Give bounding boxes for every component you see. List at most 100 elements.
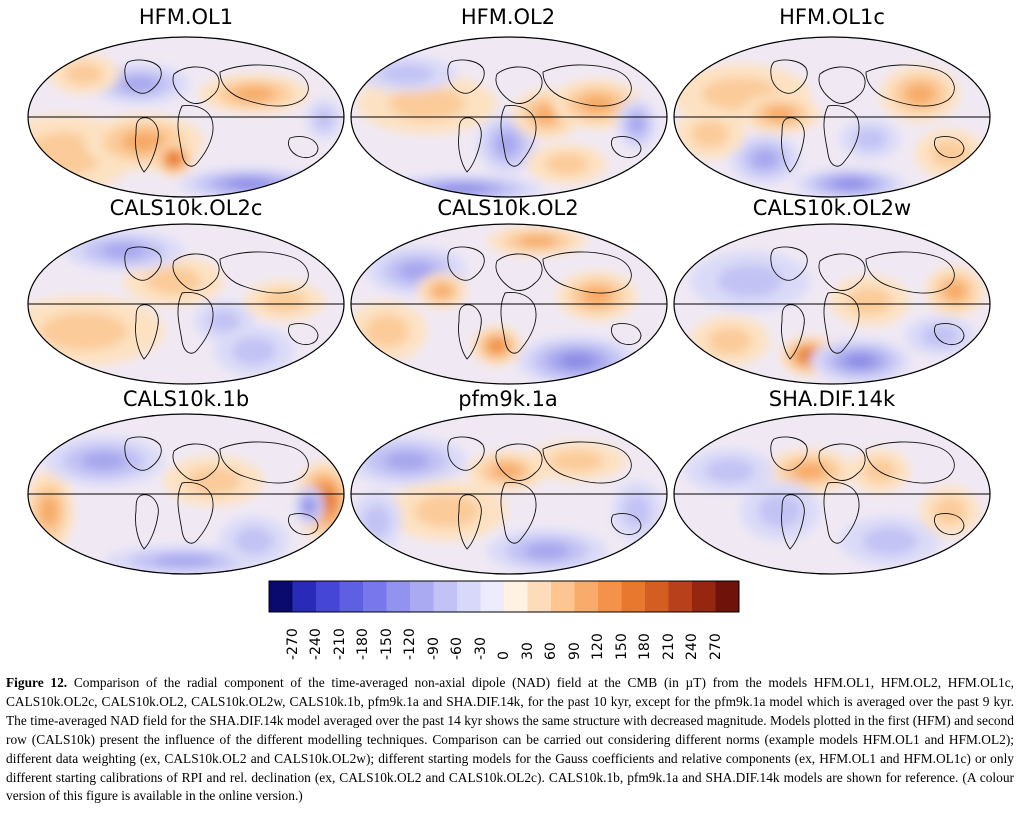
caption-text: Comparison of the radial component of th…	[6, 675, 1014, 804]
colorbar-swatch	[574, 581, 599, 612]
colorbar-swatch	[645, 581, 669, 612]
negative-field-region	[207, 310, 241, 332]
negative-field-region	[304, 500, 314, 512]
colorbar-tick-label: 240	[684, 633, 700, 660]
nad-field-map-cals10k-ol2w	[673, 223, 991, 385]
colorbar-swatch	[551, 581, 575, 612]
panel-title-cals10k-ol2: CALS10k.OL2	[437, 196, 579, 220]
panel-title-hfm-ol2: HFM.OL2	[460, 5, 556, 29]
coastline	[219, 441, 309, 484]
negative-field-region	[920, 325, 960, 347]
positive-field-region	[905, 83, 935, 105]
negative-field-region	[834, 179, 866, 189]
coastline	[447, 59, 485, 94]
negative-field-region	[717, 264, 783, 298]
positive-field-region	[943, 281, 967, 301]
positive-field-region	[39, 496, 59, 526]
negative-field-region	[629, 114, 645, 134]
positive-field-region	[708, 327, 752, 355]
positive-field-region	[432, 284, 452, 298]
coastline	[865, 251, 955, 294]
colorbar-tick-label: 150	[613, 633, 630, 660]
coastline	[287, 513, 319, 536]
coastline	[287, 323, 319, 346]
nad-field-map-sha-dif-14k	[673, 413, 991, 575]
positive-field-region	[121, 131, 167, 153]
negative-field-region	[314, 108, 334, 130]
colorbar-tick-label: -210	[331, 628, 348, 660]
colorbar-tick-label: 210	[660, 633, 677, 660]
coastline	[823, 482, 860, 544]
colorbar-swatch	[363, 581, 387, 612]
negative-field-region	[862, 527, 918, 555]
colorbar-tick-label: 180	[637, 633, 653, 660]
colorbar-tick-label: 90	[566, 642, 583, 660]
positive-field-region	[262, 290, 306, 312]
coastline	[124, 246, 162, 281]
positive-field-region	[365, 314, 409, 348]
coastline	[458, 494, 482, 550]
positive-field-region	[930, 140, 970, 168]
coastline	[219, 64, 309, 107]
colorbar-swatch	[410, 581, 434, 612]
coastline	[770, 246, 808, 281]
positive-field-region	[848, 287, 892, 315]
coastline	[135, 494, 159, 550]
coastline	[124, 59, 162, 94]
colorbar-swatch	[715, 581, 740, 612]
nad-field-map-hfm-ol2	[350, 36, 668, 198]
negative-field-region	[363, 504, 391, 538]
coastline	[818, 253, 866, 291]
positive-field-region	[580, 94, 614, 114]
colorbar-swatch	[316, 581, 340, 612]
colorbar-tick-label: -120	[402, 628, 418, 660]
coastline	[495, 66, 543, 104]
negative-field-region	[232, 337, 276, 365]
negative-field-region	[81, 451, 127, 471]
colorbar-swatches	[268, 580, 740, 613]
colorbar-tick-label: 120	[590, 633, 606, 660]
positive-field-region	[388, 87, 466, 121]
colorbar-tick-label: -270	[284, 628, 301, 660]
positive-field-region	[414, 494, 480, 528]
coastline	[933, 136, 965, 159]
positive-field-region	[582, 286, 612, 306]
negative-field-region	[439, 185, 485, 193]
colorbar-swatch	[621, 581, 646, 612]
coastline	[172, 253, 220, 291]
coastline	[172, 66, 220, 104]
panel-title-cals10k-1b: CALS10k.1b	[122, 387, 250, 411]
colorbar-swatch	[457, 581, 481, 612]
negative-field-region	[101, 243, 147, 259]
coastline	[135, 117, 159, 173]
colorbar-swatch	[480, 581, 505, 612]
map-border	[350, 223, 668, 385]
coastline	[823, 292, 860, 354]
coastline	[500, 292, 537, 354]
panel-title-cals10k-ol2c: CALS10k.OL2c	[109, 196, 263, 220]
colorbar-swatch	[598, 581, 622, 612]
negative-field-region	[524, 542, 570, 560]
negative-field-region	[379, 64, 435, 84]
positive-field-region	[690, 120, 730, 148]
positive-field-region	[40, 311, 128, 351]
coastline	[933, 323, 965, 346]
coastline	[610, 513, 642, 536]
colorbar-tick-label: 0	[496, 651, 512, 660]
colorbar-swatch	[504, 581, 528, 612]
colorbar-swatch	[433, 581, 458, 612]
map-border	[27, 413, 345, 575]
nad-field-map-cals10k-ol2c	[27, 223, 345, 385]
negative-field-region	[758, 494, 802, 528]
coastline	[933, 513, 965, 536]
colorbar-tick-label: 60	[543, 642, 559, 660]
panel-title-hfm-ol1c: HFM.OL1c	[779, 5, 885, 29]
map-border	[673, 413, 991, 575]
coastline	[458, 117, 482, 173]
negative-field-region	[559, 353, 595, 369]
coastline	[610, 136, 642, 159]
coastline	[124, 436, 162, 471]
positive-field-region	[765, 106, 795, 122]
colorbar-tick-label: -60	[449, 637, 465, 660]
coastline	[500, 482, 537, 544]
